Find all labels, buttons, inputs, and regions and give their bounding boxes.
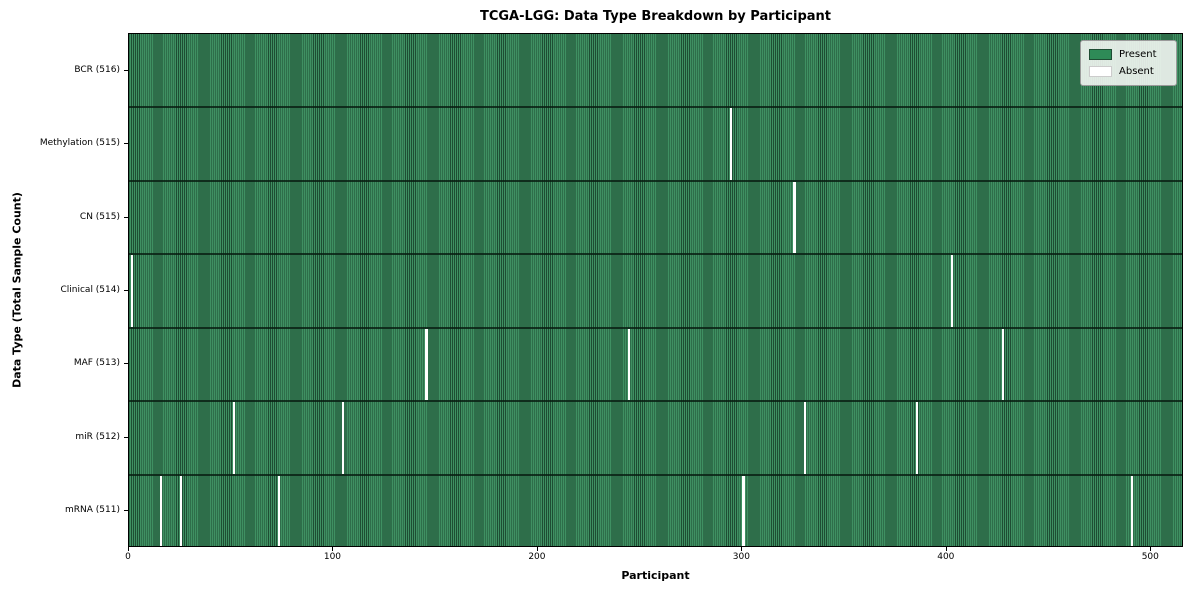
x-tick-label-500: 500 <box>1141 552 1159 562</box>
absent-marker <box>730 108 733 180</box>
row-mir-512 <box>129 401 1182 474</box>
absent-marker <box>159 475 162 546</box>
row-clinical-514 <box>129 254 1182 327</box>
absent-marker <box>1130 475 1134 546</box>
row-maf-513 <box>129 328 1182 401</box>
y-tick-label-maf-513: MAF (513) <box>73 358 120 369</box>
x-tick <box>128 547 129 551</box>
y-tick <box>124 290 128 291</box>
absent-marker <box>278 475 281 546</box>
x-tick <box>741 547 743 551</box>
x-tick <box>945 547 947 551</box>
x-tick <box>1150 547 1152 551</box>
row-separator <box>129 253 1182 256</box>
row-separator <box>129 179 1182 182</box>
absent-marker <box>627 328 631 401</box>
row-separator <box>129 473 1182 476</box>
y-tick-label-bcr-516: BCR (516) <box>74 64 120 75</box>
absent-marker <box>916 402 919 474</box>
y-tick-label-mir-512: miR (512) <box>75 431 120 442</box>
y-tick <box>124 363 128 365</box>
legend-swatch-present <box>1089 49 1112 60</box>
absent-marker <box>950 255 954 327</box>
absent-marker <box>803 402 806 474</box>
legend-label-absent: Absent <box>1119 66 1154 77</box>
absent-marker <box>233 402 236 474</box>
row-cn-515 <box>129 181 1182 254</box>
row-separator <box>129 400 1182 403</box>
row-bcr-516 <box>129 34 1182 107</box>
absent-marker <box>131 255 134 327</box>
x-tick <box>536 547 538 551</box>
x-tick <box>332 547 334 551</box>
absent-marker <box>425 328 428 401</box>
absent-marker <box>180 475 183 546</box>
row-separator <box>129 106 1182 109</box>
absent-marker <box>341 402 344 474</box>
legend: Present Absent <box>1080 40 1177 86</box>
legend-entry-absent: Absent <box>1089 63 1168 80</box>
y-tick <box>124 143 128 145</box>
row-methylation-515 <box>129 107 1182 180</box>
y-tick <box>124 436 128 438</box>
y-tick <box>124 69 128 71</box>
chart-title: TCGA-LGG: Data Type Breakdown by Partici… <box>479 9 832 24</box>
x-tick-label-0: 0 <box>125 552 131 562</box>
row-separator <box>129 326 1182 329</box>
x-tick-label-100: 100 <box>323 552 342 562</box>
plot-area <box>128 33 1183 547</box>
y-tick-label-methylation-515: Methylation (515) <box>39 138 120 149</box>
x-tick-label-400: 400 <box>937 552 955 562</box>
y-tick <box>124 216 128 218</box>
legend-label-present: Present <box>1119 49 1157 60</box>
x-axis-label: Participant <box>621 569 690 582</box>
legend-swatch-absent <box>1089 66 1112 77</box>
y-tick <box>124 510 128 512</box>
row-mrna-511 <box>129 475 1182 546</box>
y-tick-label-mrna-511: mRNA (511) <box>65 505 120 516</box>
absent-marker <box>742 475 745 546</box>
x-tick-label-300: 300 <box>732 552 750 562</box>
y-tick-label-cn-515: CN (515) <box>79 211 120 222</box>
legend-entry-present: Present <box>1089 46 1168 63</box>
absent-marker <box>793 181 796 254</box>
x-tick-label-200: 200 <box>528 552 546 562</box>
absent-marker <box>1002 328 1005 401</box>
y-tick-label-clinical-514: Clinical (514) <box>60 285 120 295</box>
